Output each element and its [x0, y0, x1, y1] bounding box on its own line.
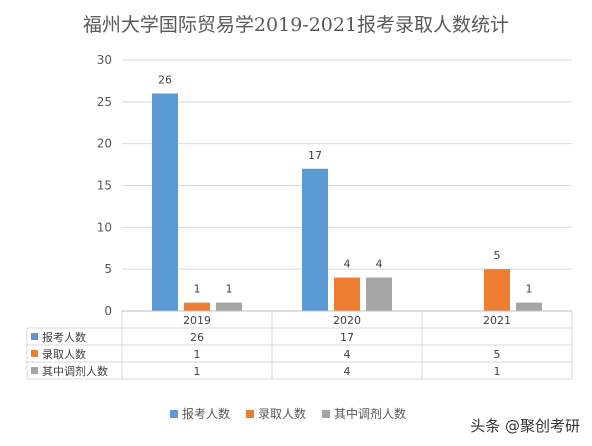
bar-2-0: [216, 302, 242, 311]
table-row-label: 其中调剂人数: [42, 364, 108, 378]
legend-label: 报考人数: [182, 406, 230, 421]
watermark-text: 头条 @聚创考研: [470, 417, 580, 435]
table-row-label: 录取人数: [42, 348, 86, 361]
table-cell: 5: [494, 348, 501, 361]
legend-key-1: [246, 410, 254, 418]
legend-key-2: [322, 410, 330, 418]
y-tick-label: 5: [104, 262, 112, 276]
data-label: 4: [376, 258, 383, 271]
bar-0-0: [152, 93, 178, 311]
table-cell: 26: [190, 331, 204, 344]
legend-key-0: [170, 410, 178, 418]
y-tick-label: 0: [104, 304, 112, 318]
x-tick-label: 2019: [183, 314, 211, 327]
bar-2-2: [516, 302, 542, 311]
data-label: 26: [158, 73, 172, 86]
data-label: 1: [526, 283, 533, 296]
table-cell: 17: [340, 331, 354, 344]
table-cell: 1: [194, 365, 201, 378]
data-label: 4: [344, 258, 351, 271]
bar-1-2: [484, 269, 510, 311]
table-cell: 1: [494, 365, 501, 378]
table-row-label: 报考人数: [42, 330, 86, 344]
chart-title: 福州大学国际贸易学2019-2021报考录取人数统计: [82, 14, 510, 36]
table-legend-key-2: [31, 367, 38, 374]
data-label: 5: [494, 249, 501, 262]
bar-0-1: [302, 168, 328, 311]
bar-1-0: [184, 302, 210, 311]
table-cell: 4: [344, 365, 351, 378]
bar-1-1: [334, 277, 360, 311]
legend-label: 其中调剂人数: [334, 406, 406, 421]
table-legend-key-1: [31, 350, 38, 357]
bar-2-1: [366, 277, 392, 311]
legend-label: 录取人数: [258, 406, 306, 421]
y-tick-label: 10: [97, 220, 112, 234]
table-cell: 1: [194, 348, 201, 361]
x-tick-label: 2020: [333, 314, 361, 327]
y-tick-label: 30: [97, 53, 112, 67]
data-label: 1: [226, 283, 233, 296]
data-label: 1: [194, 283, 201, 296]
table-cell: 4: [344, 348, 351, 361]
table-legend-key-0: [31, 333, 38, 340]
x-tick-label: 2021: [483, 314, 511, 327]
y-tick-label: 25: [97, 95, 112, 109]
y-tick-label: 15: [97, 179, 112, 193]
y-tick-label: 20: [97, 137, 112, 151]
data-label: 17: [308, 149, 322, 162]
